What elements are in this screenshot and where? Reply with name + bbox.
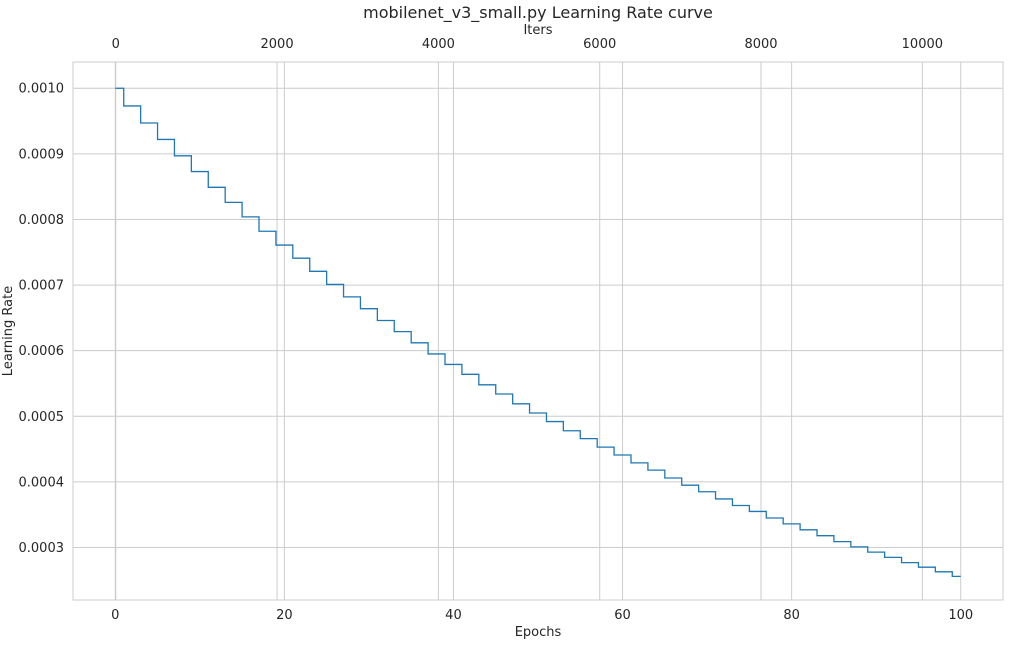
x-tick-label: 60 (614, 608, 631, 623)
x-tick-label: 20 (276, 608, 293, 623)
tick-labels: 0.0003 0.0004 0.0005 0.0006 0.0007 0.0008 0.00… (19, 37, 974, 623)
x-tick-label: 0 (111, 608, 119, 623)
x2-tick-label: 0 (112, 37, 120, 52)
y-tick-label: 0.0003 (19, 541, 65, 556)
y-tick-label: 0.0004 (19, 475, 65, 490)
x2-tick-label: 8000 (744, 37, 777, 52)
y-tick-label: 0.0008 (19, 213, 65, 228)
x2-tick-label: 4000 (422, 37, 455, 52)
y-tick-label: 0.0007 (19, 279, 65, 294)
x-axis-label: Epochs (515, 625, 562, 640)
x-tick-label: 100 (948, 608, 973, 623)
x2-axis-label: Iters (523, 23, 552, 38)
x2-tick-label: 10000 (902, 37, 943, 52)
x2-tick-label: 2000 (261, 37, 294, 52)
learning-rate-line (115, 87, 961, 578)
y-tick-label: 0.0005 (19, 410, 65, 425)
y-axis-label: Learning Rate (1, 286, 16, 376)
y-tick-label: 0.0006 (19, 344, 65, 359)
chart-title: mobilenet_v3_small.py Learning Rate curv… (363, 3, 713, 23)
x-tick-label: 40 (445, 608, 462, 623)
plot-frame (72, 61, 1004, 601)
x-tick-label: 80 (783, 608, 800, 623)
grid-lines (73, 62, 1003, 600)
y-tick-label: 0.0010 (19, 82, 65, 97)
series-layer (115, 87, 961, 578)
x2-tick-label: 6000 (583, 37, 616, 52)
y-tick-label: 0.0009 (19, 147, 65, 162)
